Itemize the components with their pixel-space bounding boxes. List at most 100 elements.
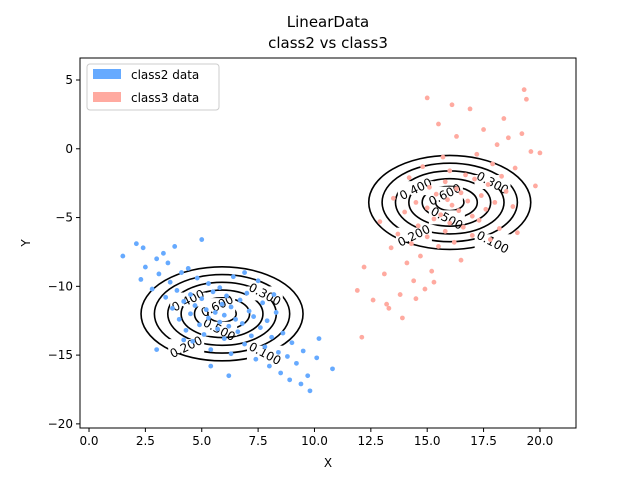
class3-point — [381, 271, 387, 277]
class2-point — [316, 336, 322, 341]
class3-point — [476, 217, 482, 223]
class3-point — [485, 182, 491, 187]
class2-point — [221, 336, 227, 341]
class2-point — [206, 281, 211, 286]
class3-point — [449, 102, 455, 108]
x-tick-label: 2.5 — [136, 434, 155, 448]
class3-point — [537, 150, 543, 156]
class2-point — [181, 299, 187, 304]
x-tick-label: 15.0 — [414, 434, 441, 448]
class3-point — [445, 197, 450, 203]
y-tick-label: 0 — [65, 142, 73, 156]
class3-point — [406, 175, 412, 181]
class3-point — [442, 228, 448, 234]
class3-point — [483, 206, 489, 212]
y-tick-label: 5 — [65, 73, 73, 87]
class3-point — [456, 208, 462, 214]
class2-point — [215, 326, 220, 332]
x-tick-label: 12.5 — [357, 434, 384, 448]
class3-point — [524, 96, 529, 102]
class3-point — [454, 134, 459, 139]
contour-line — [140, 266, 304, 362]
contour-line — [180, 289, 264, 339]
y-tick-label: −10 — [48, 279, 73, 293]
class2-point — [170, 305, 175, 311]
class3-point — [409, 241, 414, 247]
class2-point — [300, 348, 306, 354]
class2-point — [120, 253, 126, 259]
class3-point — [447, 220, 453, 226]
class3-point — [354, 288, 360, 293]
class3-point — [397, 292, 403, 297]
plot-frame — [79, 57, 577, 429]
class3-point — [402, 209, 408, 215]
class3-point — [467, 106, 473, 112]
class2-point — [244, 290, 250, 296]
class3-point — [436, 244, 441, 249]
class2-point — [188, 292, 193, 297]
class2-point — [161, 250, 166, 256]
class3-point — [447, 168, 453, 174]
class3-point — [438, 212, 444, 218]
class2-point — [163, 294, 169, 300]
class2-point — [194, 275, 200, 281]
class3-point — [418, 253, 423, 259]
class2-point — [154, 256, 160, 262]
class3-point — [481, 127, 486, 132]
class2-point — [305, 373, 311, 379]
class2-point — [165, 260, 171, 266]
class2-point — [298, 381, 304, 387]
legend-swatch-class3 — [93, 92, 121, 102]
class2-point — [314, 355, 320, 361]
y-axis: −20 −15 −10 −5 0 5 — [48, 73, 80, 431]
x-axis-label: X — [324, 456, 332, 470]
contour-label-bg — [170, 292, 207, 307]
x-tick-label: 5.0 — [192, 434, 211, 448]
class2-point — [271, 292, 277, 297]
class3-point — [463, 172, 468, 178]
contour-label-bg — [474, 234, 511, 249]
x-tick-label: 7.5 — [249, 434, 268, 448]
class2-point — [142, 264, 148, 270]
class2-point — [156, 271, 162, 277]
class3-point — [451, 239, 457, 245]
class2-point — [257, 325, 263, 330]
class3-point — [492, 200, 498, 205]
contour-label-bg — [428, 210, 465, 225]
class3-point — [503, 189, 509, 194]
contour-layer: 0.1000.2000.3000.4000.5000.6000.1000.200… — [140, 154, 532, 368]
class3-point — [361, 264, 367, 270]
class2-point — [185, 266, 191, 271]
class3-point — [420, 164, 426, 170]
chart-title: LinearData — [287, 13, 369, 31]
class3-point — [478, 193, 484, 198]
class3-point — [431, 279, 437, 285]
class3-point — [494, 142, 500, 148]
class2-point — [219, 301, 225, 307]
class2-point — [179, 270, 184, 275]
class3-point — [415, 223, 421, 229]
class2-point — [233, 316, 238, 322]
class2-point — [210, 289, 216, 295]
class2-point — [188, 311, 193, 317]
class2-point — [226, 373, 232, 379]
class3-point — [458, 190, 464, 196]
class3-point — [469, 233, 475, 238]
class2-point — [221, 312, 227, 318]
class2-point — [285, 354, 290, 359]
class3-point — [487, 237, 493, 242]
class2-point — [235, 329, 241, 335]
class3-point — [370, 297, 376, 303]
class2-point — [276, 349, 281, 355]
class3-point — [424, 95, 430, 101]
class2-point — [255, 278, 261, 284]
class3-point — [377, 219, 383, 225]
class3-point — [474, 151, 480, 157]
class3-point — [472, 176, 477, 182]
class2-point — [289, 340, 295, 346]
class2-point — [224, 293, 229, 299]
class3-point — [400, 315, 405, 321]
class3-point — [469, 213, 475, 219]
class3-point — [424, 205, 430, 211]
